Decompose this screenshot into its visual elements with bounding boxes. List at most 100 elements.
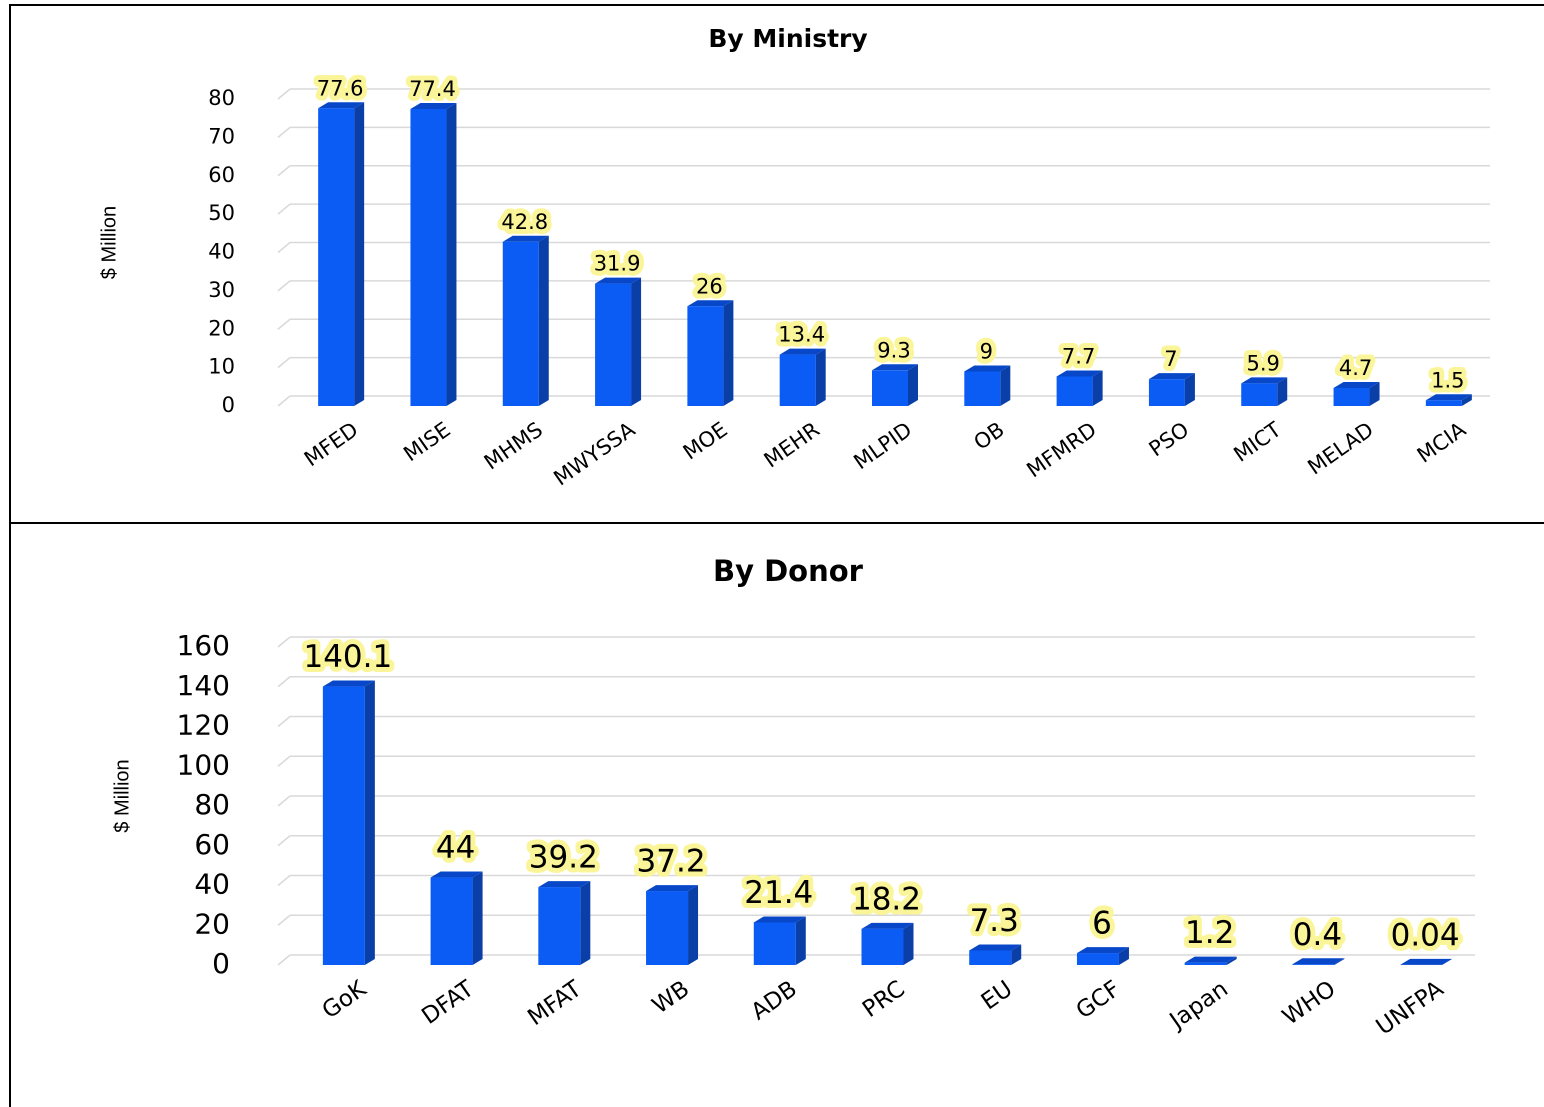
y-tick-label: 20 <box>208 316 235 340</box>
bar-top <box>595 277 642 284</box>
bar <box>1333 387 1370 406</box>
chart-title: By Donor <box>713 554 864 588</box>
tick-mark <box>277 835 291 847</box>
bar <box>1148 379 1185 406</box>
x-tick-label: MOE <box>679 417 732 464</box>
y-tick-label: 20 <box>194 907 230 940</box>
bar-top <box>1425 394 1472 401</box>
x-tick-label: EU <box>977 976 1018 1015</box>
bar-side <box>1334 958 1345 965</box>
panel-border <box>9 522 1544 1107</box>
bar-top <box>687 300 734 307</box>
bar-top <box>318 102 365 109</box>
x-tick-label: MFMRD <box>1022 417 1101 482</box>
data-label: 0.04 <box>1391 918 1460 954</box>
tick-mark <box>277 715 291 728</box>
tick-mark <box>277 954 291 966</box>
bar-top <box>646 885 699 892</box>
bar-top <box>1400 958 1453 965</box>
x-tick-label: PRC <box>858 976 910 1023</box>
bar-side <box>688 885 699 965</box>
y-tick-label: 40 <box>194 868 230 901</box>
bar-top <box>872 364 918 371</box>
bar <box>872 370 908 406</box>
data-label: 140.1 <box>303 639 392 675</box>
bar <box>969 950 1012 965</box>
data-label: 31.9 <box>594 252 641 276</box>
bar <box>430 877 473 965</box>
bar <box>964 371 1001 406</box>
data-label: 44 <box>436 830 475 866</box>
bar-top <box>861 922 914 929</box>
bar <box>595 283 632 406</box>
data-label: 9.3 <box>877 338 910 362</box>
bar-top <box>1148 373 1195 380</box>
bar-side <box>1226 956 1237 965</box>
tick-mark <box>277 88 291 100</box>
data-label: 9 <box>980 340 993 364</box>
data-label: 77.4 <box>409 77 456 101</box>
x-tick-label: UNFPA <box>1372 976 1449 1041</box>
x-tick-label: MEHR <box>760 417 824 472</box>
y-tick-label: 80 <box>194 788 230 821</box>
y-tick-label: 60 <box>208 163 235 187</box>
bar-side <box>472 871 483 965</box>
bar-side <box>631 277 642 406</box>
bar <box>322 686 365 965</box>
data-label: 7.7 <box>1062 345 1095 369</box>
bar-top <box>430 871 483 878</box>
bar <box>1056 376 1093 406</box>
bar <box>861 928 904 965</box>
x-tick-label: MCIA <box>1413 417 1471 468</box>
x-tick-label: GCF <box>1072 976 1126 1024</box>
data-label: 5.9 <box>1247 351 1280 375</box>
x-tick-label: MFAT <box>523 975 587 1031</box>
y-tick-label: 10 <box>208 355 235 379</box>
bar <box>687 306 724 406</box>
bar-side <box>723 300 734 406</box>
bar-side <box>1092 370 1103 406</box>
y-tick-label: 0 <box>222 393 235 417</box>
bar-side <box>908 364 918 406</box>
x-tick-label: GoK <box>318 975 372 1024</box>
bar-top <box>1333 381 1380 388</box>
bar-side <box>1184 373 1195 406</box>
data-label: 39.2 <box>529 840 598 876</box>
bar-side <box>1277 377 1288 406</box>
bar <box>502 241 539 406</box>
data-label: 0.4 <box>1293 917 1342 953</box>
bar-side <box>354 102 365 407</box>
data-label: 13.4 <box>778 323 825 347</box>
tick-mark <box>277 241 291 254</box>
data-label: 4.7 <box>1339 356 1372 380</box>
bar <box>318 108 355 407</box>
data-label: 21.4 <box>744 875 813 911</box>
bar-top <box>1241 377 1288 384</box>
y-axis-label: $ Million <box>111 759 133 832</box>
y-tick-label: 70 <box>208 124 235 148</box>
bar-top <box>969 944 1022 951</box>
tick-mark <box>277 676 291 688</box>
y-tick-label: 60 <box>194 828 230 861</box>
y-tick-label: 100 <box>177 748 230 781</box>
bar-top <box>1292 958 1345 965</box>
data-label: 37.2 <box>637 844 706 880</box>
x-tick-label: Japan <box>1164 976 1233 1035</box>
y-axis-label: $ Million <box>98 206 120 279</box>
tick-mark <box>277 203 291 215</box>
data-label: 6 <box>1092 906 1112 942</box>
y-tick-label: 120 <box>177 709 230 742</box>
bar-side <box>1000 365 1011 406</box>
bar-side <box>1118 947 1129 965</box>
tick-mark <box>277 165 291 177</box>
data-label: 7.3 <box>970 903 1019 939</box>
bar-top <box>1076 947 1129 954</box>
data-label: 77.6 <box>317 76 364 100</box>
bar-top <box>538 881 591 888</box>
bar-top <box>322 680 375 687</box>
bar-side <box>538 235 549 406</box>
y-tick-label: 0 <box>212 947 230 980</box>
data-label: 7 <box>1164 347 1177 371</box>
x-tick-label: WHO <box>1278 976 1341 1031</box>
bar <box>1241 383 1278 406</box>
